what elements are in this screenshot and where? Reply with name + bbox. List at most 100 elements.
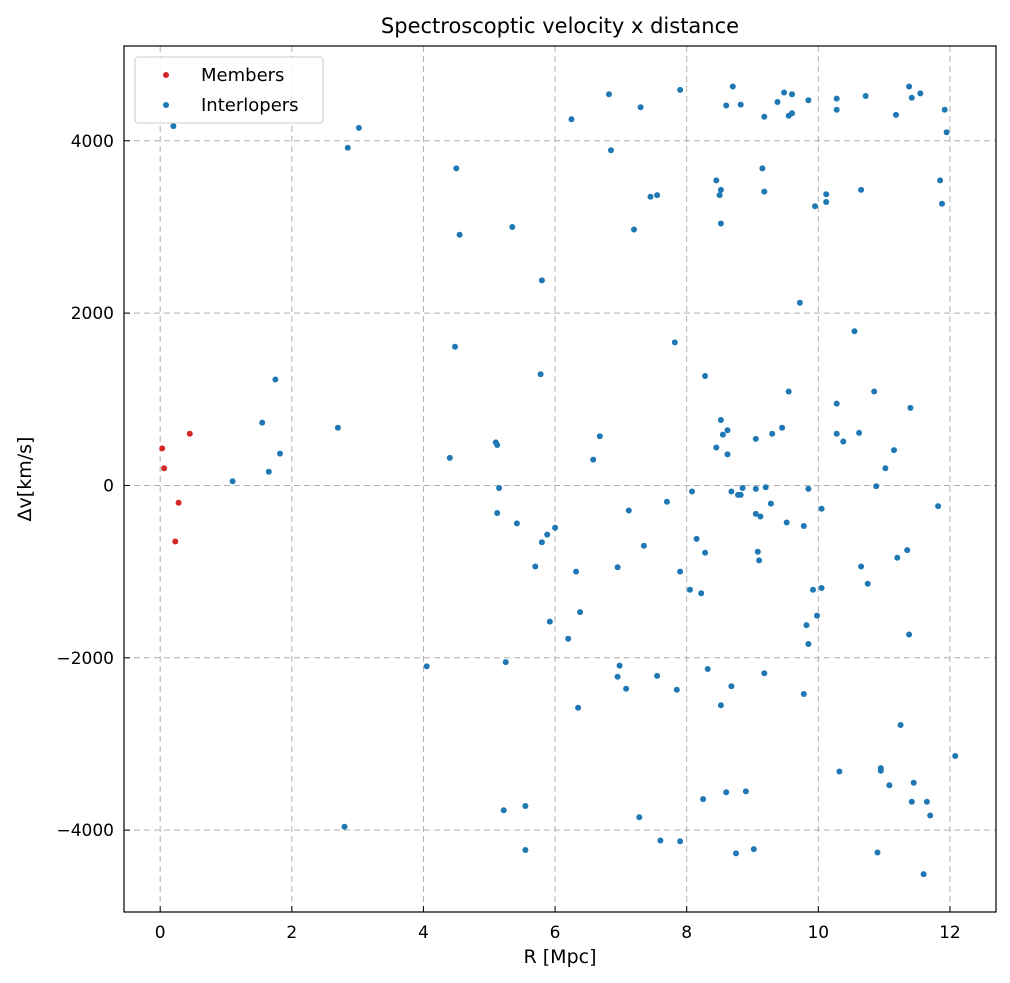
interlopers-point — [677, 568, 684, 575]
interlopers-point — [647, 193, 654, 200]
interlopers-point — [937, 177, 944, 184]
interlopers-point — [614, 673, 621, 680]
interlopers-point — [590, 456, 597, 463]
interlopers-point — [724, 451, 731, 458]
interlopers-point — [923, 798, 930, 805]
y-tick-label: 2000 — [71, 304, 114, 324]
interlopers-point — [774, 99, 781, 105]
interlopers-point — [719, 431, 726, 438]
interlopers-point — [657, 837, 664, 844]
interlopers-point — [935, 503, 942, 510]
interlopers-point — [689, 488, 695, 495]
interlopers-point — [737, 101, 744, 108]
interlopers-point — [573, 568, 580, 575]
interlopers-point — [456, 231, 463, 238]
y-axis-title: Δv[km/s] — [14, 437, 36, 522]
interlopers-point — [871, 388, 878, 395]
interlopers-point — [761, 113, 768, 120]
y-tick-label: 4000 — [71, 132, 114, 152]
interlopers-point — [873, 483, 880, 490]
interlopers-point — [423, 663, 430, 670]
interlopers-point — [874, 849, 881, 856]
interlopers-point — [800, 691, 807, 697]
x-tick-label: 6 — [550, 923, 561, 943]
y-tick-label: −4000 — [56, 821, 114, 841]
interlopers-point — [702, 373, 709, 379]
x-tick-label: 10 — [807, 923, 829, 943]
interlopers-point — [779, 424, 786, 431]
chart-title: Spectroscoptic velocity x distance — [381, 14, 739, 38]
interlopers-point — [789, 110, 795, 117]
legend-label-members: Members — [201, 65, 284, 86]
plot-frame — [123, 45, 997, 913]
interlopers-point — [814, 612, 820, 619]
interlopers-point — [904, 547, 911, 554]
points-layer — [159, 83, 959, 878]
interlopers-point — [552, 524, 559, 531]
interlopers-point — [796, 299, 803, 306]
interlopers-point — [952, 753, 959, 759]
interlopers-point — [677, 838, 684, 845]
interlopers-point — [907, 404, 914, 411]
interlopers-point — [625, 507, 632, 514]
interlopers-point — [538, 539, 545, 546]
interlopers-point — [800, 523, 807, 529]
interlopers-point — [769, 430, 776, 437]
interlopers-point — [833, 95, 840, 102]
interlopers-point — [833, 430, 840, 437]
interlopers-point — [752, 510, 759, 517]
interlopers-point — [654, 672, 661, 679]
interlopers-point — [762, 484, 769, 491]
interlopers-point — [636, 814, 643, 821]
interlopers-point — [803, 622, 810, 629]
interlopers-point — [927, 812, 934, 819]
interlopers-point — [606, 91, 612, 98]
interlopers-point — [532, 563, 539, 570]
members-point — [161, 465, 168, 472]
x-axis-title: R [Mpc] — [524, 946, 597, 968]
interlopers-point — [783, 519, 790, 526]
interlopers-point — [265, 468, 272, 475]
interlopers-point — [733, 850, 739, 857]
interlopers-point — [805, 641, 812, 647]
interlopers-point — [833, 400, 840, 407]
interlopers-point — [724, 427, 731, 434]
interlopers-point — [631, 226, 637, 233]
interlopers-point — [767, 500, 774, 507]
interlopers-point — [750, 846, 757, 853]
interlopers-point — [754, 548, 761, 555]
interlopers-point — [344, 144, 351, 151]
legend: Members Interlopers — [134, 56, 324, 124]
interlopers-point — [568, 116, 575, 123]
interlopers-point — [943, 129, 950, 136]
interlopers-point — [577, 609, 584, 616]
interlopers-point — [759, 165, 766, 172]
interlopers-point — [886, 782, 893, 789]
legend-box — [134, 56, 324, 124]
interlopers-point — [698, 590, 705, 597]
interlopers-point — [723, 102, 730, 109]
interlopers-point — [882, 465, 889, 472]
interlopers-point — [781, 89, 788, 96]
interlopers-point — [494, 510, 501, 516]
interlopers-point — [757, 513, 764, 520]
interlopers-point — [877, 767, 884, 774]
interlopers-point — [334, 424, 341, 431]
interlopers-point — [229, 478, 236, 485]
grid-layer — [124, 46, 996, 912]
interlopers-point — [575, 704, 582, 711]
interlopers-point — [565, 635, 572, 642]
interlopers-point — [717, 417, 724, 423]
interlopers-point — [894, 554, 901, 561]
interlopers-point — [862, 93, 869, 99]
interlopers-point — [739, 485, 746, 491]
interlopers-point — [812, 203, 818, 210]
interlopers-point — [693, 535, 700, 542]
x-tick-label: 0 — [155, 923, 166, 943]
x-tick-label: 4 — [418, 923, 429, 943]
interlopers-point — [716, 192, 723, 199]
interlopers-point — [728, 488, 735, 495]
interlopers-point — [851, 328, 858, 335]
